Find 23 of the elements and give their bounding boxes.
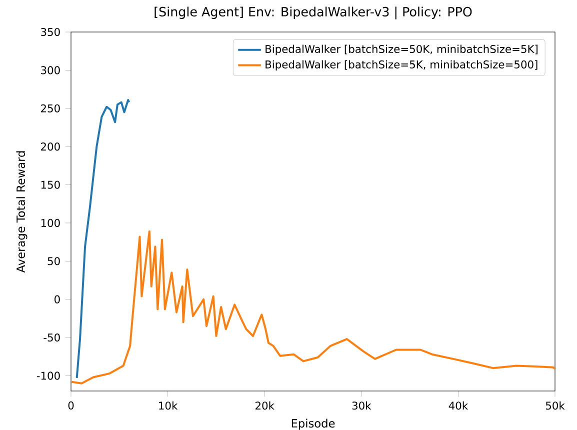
legend-label: BipedalWalker [batchSize=50K, minibatchSize=5K]: [266, 44, 538, 56]
y-tick-label: -50: [44, 333, 60, 342]
y-tick-label: 300: [41, 66, 60, 74]
line-series: [76, 98, 130, 380]
y-tick-label: 0: [54, 295, 60, 304]
x-tick-label: 30k: [352, 401, 372, 410]
x-tick-label: 20k: [256, 401, 274, 410]
legend-label: BipedalWalker [batchSize=5K, minibatchSize=500]: [266, 60, 538, 71]
y-tick-label: 200: [41, 142, 60, 151]
y-tick-label: 50: [48, 257, 60, 266]
y-axis-title: Average Total Reward: [16, 151, 28, 273]
y-tick-label: 250: [41, 104, 60, 112]
y-tick-label: 150: [41, 180, 60, 189]
x-tick-label: 40k: [448, 401, 468, 410]
x-tick-label: 50k: [546, 401, 565, 410]
chart-title: [Single Agent] Env: BipedalWalker-v3 | Policy: PPO: [154, 6, 472, 20]
y-tick-label: -100: [36, 372, 60, 380]
x-tick-label: 0: [68, 401, 74, 410]
y-tick-label: 100: [41, 218, 60, 227]
x-axis-title: Episode: [292, 418, 335, 430]
y-tick-label: 350: [41, 28, 60, 36]
x-tick-label: 10k: [159, 401, 178, 410]
line-series: [71, 230, 556, 384]
